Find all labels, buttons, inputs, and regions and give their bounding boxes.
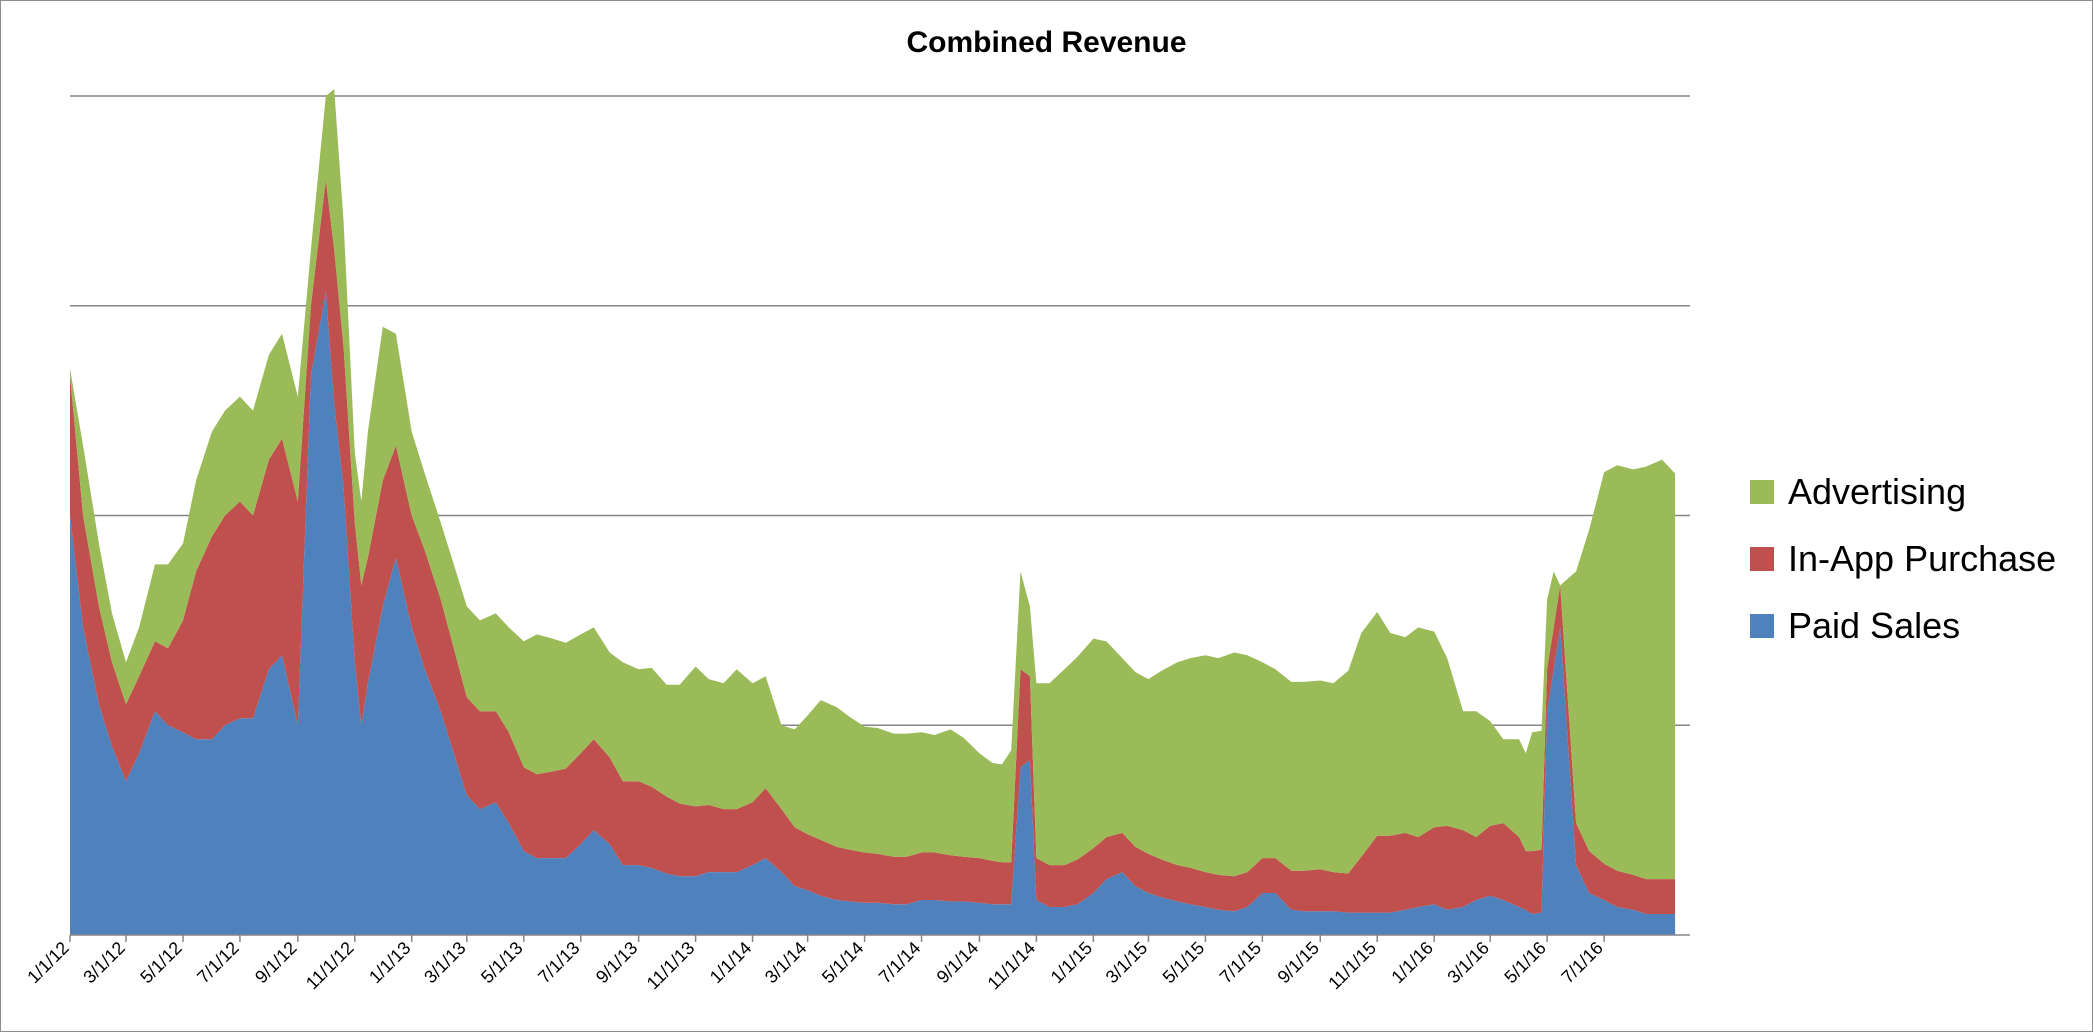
x-tick-label: 1/1/16 <box>1387 938 1437 988</box>
x-tick-label: 3/1/12 <box>79 938 129 988</box>
legend-label-paid-sales: Paid Sales <box>1788 604 1961 646</box>
legend-item-advertising: Advertising <box>1750 458 2056 525</box>
area-series-paid-sales <box>70 291 1676 935</box>
legend-item-paid-sales: Paid Sales <box>1750 592 2056 659</box>
x-tick-label: 5/1/14 <box>818 938 868 988</box>
x-tick-label: 11/1/13 <box>643 938 699 994</box>
x-tick-label: 9/1/14 <box>933 938 983 988</box>
x-tick-label: 1/1/15 <box>1047 938 1097 988</box>
x-tick-label: 5/1/15 <box>1159 938 1209 988</box>
x-tick-label: 1/1/14 <box>706 938 756 988</box>
legend-item-in-app-purchase: In-App Purchase <box>1750 525 2056 592</box>
x-tick-label: 7/1/12 <box>193 938 243 988</box>
x-tick-label: 9/1/15 <box>1274 938 1324 988</box>
legend: Advertising In-App Purchase Paid Sales <box>1750 458 2056 659</box>
area-series-advertising <box>70 89 1676 880</box>
legend-swatch-paid-sales <box>1750 613 1774 638</box>
x-tick-label: 11/1/12 <box>302 938 358 994</box>
x-tick-label: 1/1/12 <box>23 938 73 988</box>
area-series-in-app-purchase <box>70 179 1676 914</box>
x-tick-label: 5/1/13 <box>477 938 527 988</box>
x-tick-label: 9/1/13 <box>592 938 642 988</box>
x-tick-label: 9/1/12 <box>251 938 301 988</box>
x-tick-label: 5/1/16 <box>1500 938 1550 988</box>
x-tick-label: 7/1/13 <box>534 938 584 988</box>
legend-label-advertising: Advertising <box>1788 470 1967 512</box>
x-tick-label: 3/1/15 <box>1102 938 1152 988</box>
chart-title: Combined Revenue <box>906 26 1187 59</box>
x-tick-label: 7/1/15 <box>1216 938 1266 988</box>
stacked-areas <box>70 89 1676 935</box>
x-tick-label: 11/1/15 <box>1324 938 1380 994</box>
x-tick-label: 11/1/14 <box>984 938 1040 994</box>
legend-swatch-advertising <box>1750 479 1774 504</box>
legend-swatch-in-app-purchase <box>1750 546 1774 571</box>
x-tick-label: 3/1/13 <box>420 938 470 988</box>
x-tick-label: 5/1/12 <box>136 938 186 988</box>
x-tick-label: 1/1/13 <box>365 938 415 988</box>
legend-label-in-app-purchase: In-App Purchase <box>1788 537 2057 579</box>
x-tick-label: 7/1/16 <box>1557 938 1607 988</box>
x-tick-label: 3/1/16 <box>1443 938 1493 988</box>
x-axis: 1/1/12 3/1/12 5/1/12 7/1/12 9/1/12 11/1/12 1/1… <box>23 934 1690 994</box>
x-tick-label: 3/1/14 <box>761 938 811 988</box>
x-tick-label: 7/1/14 <box>875 938 925 988</box>
